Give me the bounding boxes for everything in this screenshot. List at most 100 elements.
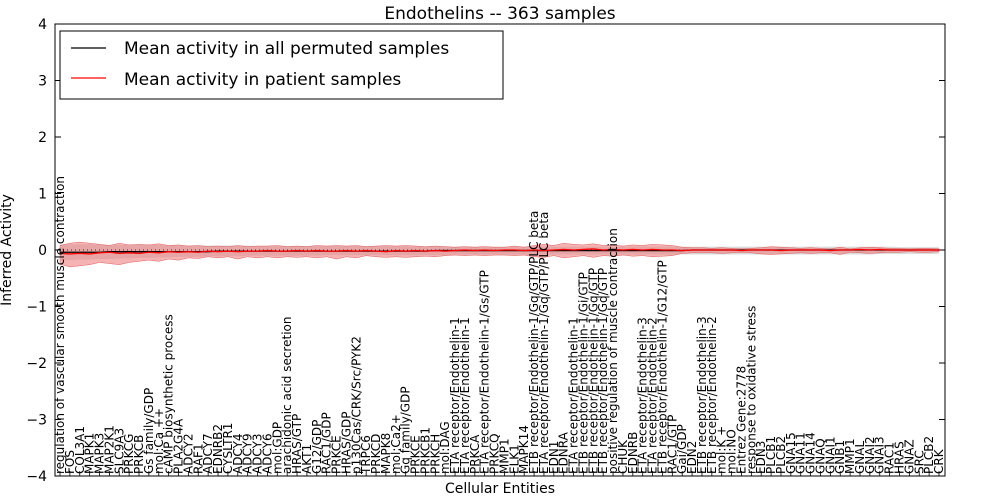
entity-label: EDN3 [754, 441, 768, 474]
entity-label: PLCB2 [774, 436, 788, 474]
y-tick-label: −1 [26, 300, 47, 316]
entity-label: ETB receptor/Endothelin-1/Gq/GTP/PLC bet… [527, 211, 541, 474]
entity-label: ADCY4 [231, 433, 245, 474]
legend-box [59, 30, 504, 100]
entity-label: EDNRA [557, 431, 571, 474]
y-axis-title: Inferred Activity [0, 194, 15, 306]
x-axis-title: Cellular Entities [445, 481, 555, 497]
entity-label: HRAS/GTP [290, 414, 304, 474]
legend-label-patient: Mean activity in patient samples [124, 70, 401, 90]
entity-label: ETA receptor/Endothelin-2 [646, 317, 660, 474]
entity-label: Gq family/GDP [399, 386, 413, 474]
entity-label: ETB receptor/Endothelin-1/Gq/GTP [596, 268, 610, 474]
entity-label: GNA11 [794, 432, 808, 474]
y-tick-label: −3 [26, 413, 47, 429]
entity-label: Gai/GDP [675, 424, 689, 474]
entity-label: ADCY2 [181, 433, 195, 474]
entity-label: PRKCG [122, 434, 136, 474]
entity-label: response to oxidative stress [744, 306, 758, 474]
entity-label: ELK1 [507, 444, 521, 474]
series-lines [59, 248, 939, 255]
entity-label: PRKCE [409, 435, 423, 474]
entity-label: ADCY7 [201, 433, 215, 474]
entity-label: PLA2G4A [172, 418, 186, 474]
entity-label: FOS [63, 450, 77, 474]
entity-label: EDNRB2 [211, 424, 225, 474]
entity-label: CYSLTR1 [221, 423, 235, 474]
entity-label: PRKCB1 [418, 427, 432, 474]
entity-label: EDN1 [547, 441, 561, 474]
entity-label: ETB receptor/Endothelin-1/Gi/GTP [576, 272, 590, 474]
entity-label: GNAI2 [863, 436, 877, 474]
entity-label: CRK [932, 448, 946, 474]
y-tick-label: −4 [26, 469, 47, 485]
entity-label: GNA14 [804, 432, 818, 474]
entity-label: PRKCH [428, 434, 442, 474]
entity-label: ETB receptor/Endothelin-2 [705, 316, 719, 474]
entity-label: PRKCB [132, 435, 146, 474]
entity-label: mol:Ca2+ [389, 414, 403, 474]
patient-band [59, 241, 940, 268]
entity-label: MAPK1 [83, 433, 97, 474]
y-tick-label: 3 [38, 74, 47, 90]
entity-label: ETA receptor/Endothelin-1 [567, 317, 581, 474]
legend-label-permuted: Mean activity in all permuted samples [124, 39, 449, 59]
entity-label: TRPC6 [359, 435, 373, 475]
entity-label: MAPK14 [517, 425, 531, 474]
legend: Mean activity in all permuted samples Me… [59, 30, 504, 100]
y-tick-label: 4 [38, 17, 47, 33]
entity-label: G12/GDP [310, 420, 324, 474]
entity-label: ADCY9 [241, 433, 255, 474]
entity-label: GNB1 [833, 440, 847, 474]
entity-label: PRKCA [468, 434, 482, 474]
entity-label: Entrez Gene:2778 [734, 366, 748, 474]
entity-label: HRAS/GDP [339, 411, 353, 474]
entity-label: mol:GDP [270, 422, 284, 474]
entity-label: SRC [912, 450, 926, 474]
entity-label: ETB receptor/Endothelin-3 [695, 316, 709, 474]
entity-label: GNAQ [813, 438, 827, 474]
entity-label: ADCY6 [260, 433, 274, 474]
plot-frame [54, 23, 946, 477]
entity-label: ETA receptor/Endothelin-3 [636, 317, 650, 474]
entity-label: MMP1 [497, 438, 511, 474]
entity-label: HRAS [892, 441, 906, 474]
entity-label: MAPK3 [93, 433, 107, 474]
entity-label: ETA receptor/Endothelin-1 [448, 317, 462, 474]
entity-label: GNA15 [784, 432, 798, 474]
entity-labels: regulation of vascular smooth muscle con… [53, 176, 946, 476]
entity-label: ETB receptor/Endothelin-1/G12/GTP [655, 260, 669, 474]
entity-label: ETA receptor/Endothelin-1/Gs/GTP [478, 270, 492, 474]
entity-label: CHUK [616, 439, 630, 474]
entity-label: arachidonic acid secretion [280, 317, 294, 474]
entity-label: cAMP biosynthetic process [162, 314, 176, 474]
entity-label: COL3A1 [73, 426, 87, 474]
entity-label: MMP1 [843, 438, 857, 474]
entity-label: EDNRB [626, 432, 640, 474]
entity-label: mol:K + [715, 426, 729, 474]
entity-label: GNAI1 [823, 436, 837, 474]
entity-label: GNAZ [902, 439, 916, 474]
entity-label: positive regulation of muscle contractio… [606, 228, 620, 474]
entity-label: ETA receptor/Endothelin-1 [458, 317, 472, 474]
y-tick-label: 0 [38, 243, 47, 259]
y-tick-label: 1 [38, 187, 47, 203]
entity-label: Gs family/GDP [142, 388, 156, 474]
chart-title: Endothelins -- 363 samples [384, 4, 615, 24]
entity-label: AKT1 [300, 444, 314, 474]
entity-label: MAPK8 [379, 433, 393, 474]
entity-label: SLC9A3 [112, 428, 126, 474]
entity-label: p130Cas/CRK/Src/PYK2 [349, 336, 363, 474]
y-axis-ticks: −4 −3 −2 −1 0 1 2 3 4 [26, 17, 945, 485]
series-line-patient [59, 248, 939, 255]
entity-label: RAC1/GTP [665, 415, 679, 474]
entity-label: PRKCD [369, 434, 383, 474]
entity-label: RAF1 [191, 443, 205, 474]
activity-bands [59, 241, 940, 268]
entity-label: mol:DAG [438, 421, 452, 474]
entity-label: ADCY3 [251, 433, 265, 474]
entity-label: mol:NO [725, 429, 739, 474]
entity-label: ETA receptor/Endothelin-1/Gq/GTP/PLC bet… [537, 212, 551, 474]
entity-label: GNAL [853, 441, 867, 474]
